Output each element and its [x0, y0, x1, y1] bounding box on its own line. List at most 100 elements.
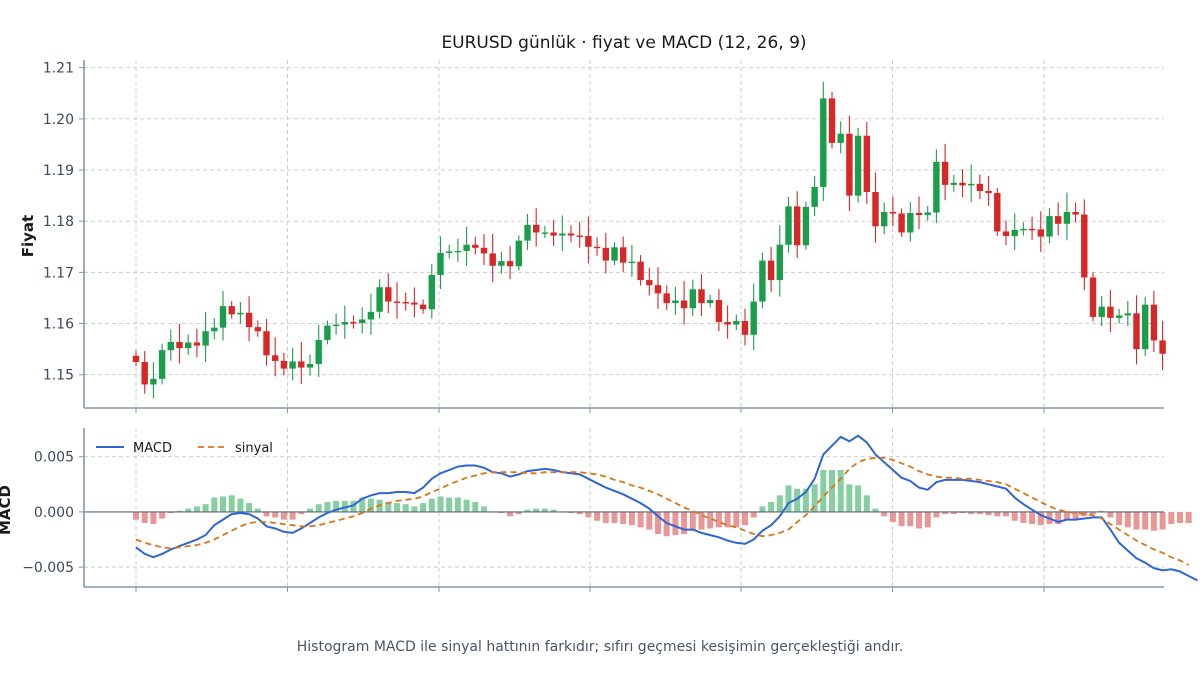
histogram-bar — [889, 511, 896, 522]
histogram-bar — [820, 469, 827, 512]
candle-body — [359, 319, 366, 324]
candle — [750, 283, 757, 351]
candle-body — [733, 321, 740, 325]
candle — [446, 244, 453, 259]
candle-body — [881, 211, 888, 227]
price-panel: 1.15 1.16 1.17 1.18 1.19 1.20 1.21 Fiyat — [19, 60, 1166, 413]
price-grid — [84, 60, 1164, 413]
candle-body — [289, 361, 296, 369]
candle — [324, 320, 331, 345]
histogram-bar — [193, 506, 200, 512]
candle-body — [1081, 214, 1088, 278]
candle-body — [550, 232, 557, 236]
histogram-bar — [524, 509, 531, 512]
candle-body — [428, 274, 435, 310]
candle-body — [611, 247, 618, 261]
candle — [524, 213, 531, 250]
histogram-bar — [359, 497, 366, 512]
price-y-tick-label: 1.18 — [43, 214, 74, 230]
candle-body — [811, 186, 818, 207]
candle-body — [1072, 211, 1079, 215]
candle-body — [472, 244, 479, 248]
candle-body — [1011, 229, 1018, 237]
candle — [994, 187, 1001, 236]
candle-body — [376, 287, 383, 312]
histogram-bar — [202, 504, 209, 512]
candle-body — [1115, 315, 1123, 318]
candle-body — [1159, 340, 1166, 354]
candle — [620, 236, 627, 272]
candle — [1150, 290, 1158, 353]
histogram-bar — [985, 511, 992, 516]
candle — [150, 362, 157, 399]
candle-body — [576, 235, 583, 237]
price-y-tick-label: 1.17 — [43, 265, 74, 281]
histogram-bar — [1003, 511, 1009, 517]
histogram-bar — [1063, 511, 1070, 520]
candle-body — [637, 261, 644, 281]
candle — [602, 232, 609, 274]
candle-body — [593, 246, 601, 249]
histogram-bar — [942, 511, 949, 515]
candle-body — [176, 341, 183, 349]
candle-body — [541, 232, 549, 234]
candle-body — [628, 261, 636, 264]
candle-body — [854, 135, 862, 196]
candle-body — [1028, 228, 1036, 231]
candle — [472, 236, 479, 255]
candle — [1081, 199, 1088, 291]
histogram-bar — [802, 488, 809, 512]
price-y-ticks: 1.15 1.16 1.17 1.18 1.19 1.20 1.21 — [43, 61, 84, 384]
candle-body — [689, 289, 696, 309]
candle — [907, 202, 914, 242]
candle — [1046, 208, 1053, 244]
histogram-bar — [1159, 511, 1166, 530]
candle-body — [1142, 304, 1149, 350]
macd-series-line — [135, 434, 1198, 582]
histogram-bar — [411, 506, 418, 512]
candle-body — [463, 244, 470, 251]
price-y-tick-label: 1.21 — [43, 61, 74, 77]
histogram-bar — [550, 509, 557, 512]
histogram-bar — [637, 511, 644, 528]
candle — [263, 318, 270, 366]
histogram-bar — [863, 495, 870, 512]
histogram-bar — [463, 499, 470, 512]
candle-body — [254, 327, 261, 332]
histogram-bar — [1177, 511, 1183, 523]
candle — [289, 347, 296, 381]
candle-body — [167, 341, 174, 351]
candle-body — [1098, 306, 1105, 317]
candle-body — [907, 213, 914, 233]
candle — [828, 91, 836, 149]
candle-body — [1046, 216, 1053, 237]
histogram-bar — [350, 500, 357, 512]
candle — [889, 196, 897, 227]
candle — [933, 149, 940, 223]
histogram-bar — [733, 511, 740, 528]
candle — [141, 351, 148, 394]
candle — [698, 274, 705, 316]
candle-body — [446, 251, 453, 253]
macd-legend: MACD sinyal — [96, 441, 273, 456]
candle — [1142, 296, 1149, 356]
candle-body — [1002, 231, 1010, 237]
candle-body — [219, 306, 227, 328]
histogram-bar — [611, 511, 618, 523]
histogram-bar — [1098, 510, 1105, 512]
histogram-bar — [385, 501, 392, 512]
candle — [950, 174, 957, 192]
histogram-bar — [1124, 511, 1131, 528]
histogram-bar — [916, 511, 922, 529]
candle — [915, 196, 923, 230]
chart-caption: Histogram MACD ile sinyal hattının farkı… — [297, 639, 904, 655]
candle-body — [237, 312, 244, 315]
candle — [533, 208, 540, 247]
histogram-bar — [472, 501, 479, 512]
histogram-bar — [263, 511, 270, 517]
candle-body — [263, 331, 270, 356]
legend-label-signal: sinyal — [235, 441, 273, 456]
candle-body — [367, 311, 375, 320]
candle — [480, 234, 488, 266]
macd-y-tick-label: 0.005 — [34, 450, 74, 466]
